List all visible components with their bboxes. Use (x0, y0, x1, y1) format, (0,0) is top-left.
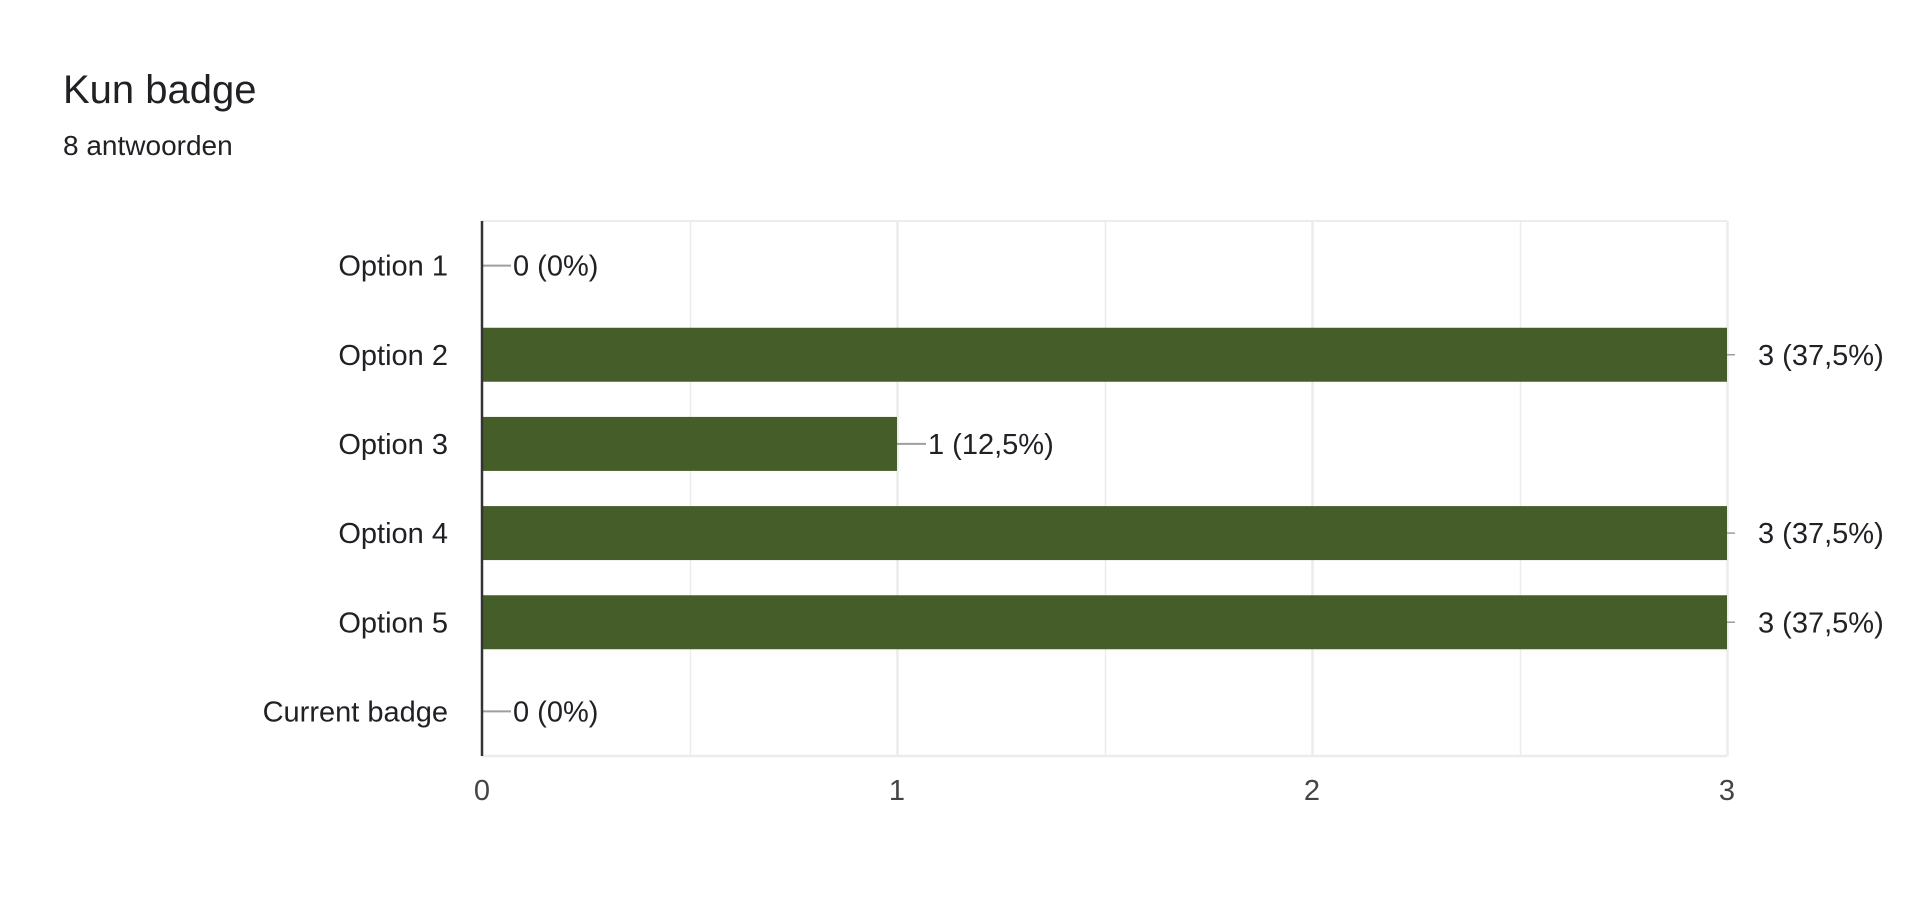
question-title: Kun badge (63, 68, 257, 112)
data-label-option-4: 3 (37,5%) (1758, 518, 1884, 550)
data-label-option-3: 1 (12,5%) (928, 429, 1054, 461)
bar-option-5 (482, 595, 1727, 650)
data-label-option-1: 0 (0%) (513, 251, 598, 283)
x-tick-label: 0 (474, 775, 490, 807)
category-label-option-2: Option 2 (338, 340, 448, 372)
bar-option-4 (482, 506, 1727, 561)
x-tick-label: 2 (1304, 775, 1320, 807)
data-label-option-2: 3 (37,5%) (1758, 340, 1884, 372)
category-label-current-badge: Current badge (263, 696, 448, 728)
response-count: 8 antwoorden (63, 130, 233, 161)
category-label-option-4: Option 4 (338, 518, 448, 550)
category-label-option-5: Option 5 (338, 607, 448, 639)
x-tick-label: 1 (889, 775, 905, 807)
x-tick-label: 3 (1719, 775, 1735, 807)
data-label-option-5: 3 (37,5%) (1758, 607, 1884, 639)
bar-option-3 (482, 416, 897, 471)
bar-option-2 (482, 327, 1727, 382)
data-label-current-badge: 0 (0%) (513, 696, 598, 728)
category-label-option-3: Option 3 (338, 429, 448, 461)
category-label-option-1: Option 1 (338, 251, 448, 283)
